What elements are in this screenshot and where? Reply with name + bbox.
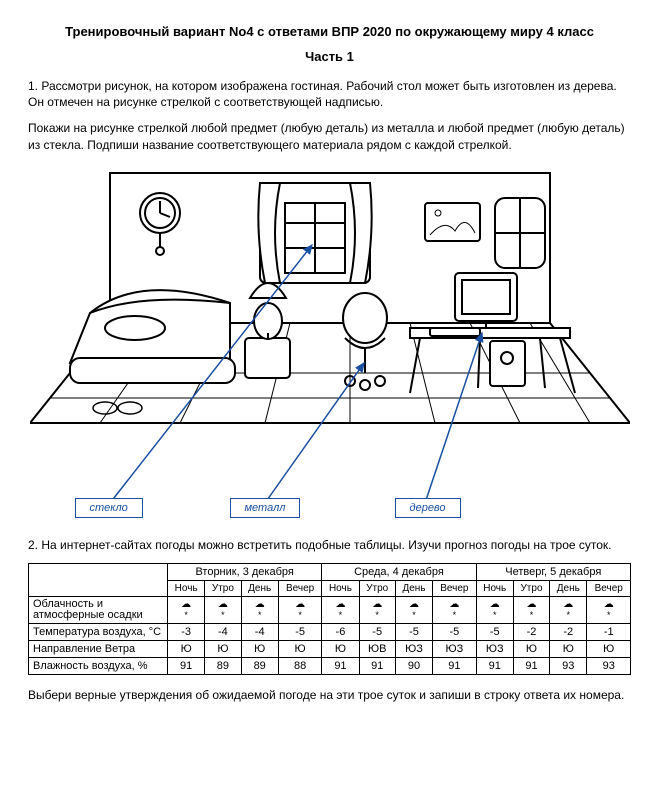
room-figure: стекло металл дерево [30, 163, 630, 523]
day3-head: Четверг, 5 декабря [476, 563, 630, 580]
day2-head: Среда, 4 декабря [322, 563, 476, 580]
row-wind: Направление Ветра [29, 640, 168, 657]
day1-head: Вторник, 3 декабря [168, 563, 322, 580]
label-glass: стекло [75, 498, 143, 518]
page-title: Тренировочный вариант No4 с ответами ВПР… [28, 24, 631, 39]
q2-intro: 2. На интернет-сайтах погоды можно встре… [28, 537, 631, 553]
weather-table: Вторник, 3 декабря Среда, 4 декабря Четв… [28, 563, 631, 675]
label-metal: металл [230, 498, 301, 518]
part-heading: Часть 1 [28, 49, 631, 64]
row-humidity: Влажность воздуха, % [29, 657, 168, 674]
q1-paragraph-2: Покажи на рисунке стрелкой любой предмет… [28, 120, 631, 152]
q2-outro: Выбери верные утверждения об ожидаемой п… [28, 687, 631, 703]
row-temp: Температура воздуха, °C [29, 623, 168, 640]
q1-paragraph-1: 1. Рассмотри рисунок, на котором изображ… [28, 78, 631, 110]
room-illustration [30, 163, 630, 463]
row-clouds: Облачность и атмосферные осадки [29, 596, 168, 623]
label-wood: дерево [395, 498, 461, 518]
